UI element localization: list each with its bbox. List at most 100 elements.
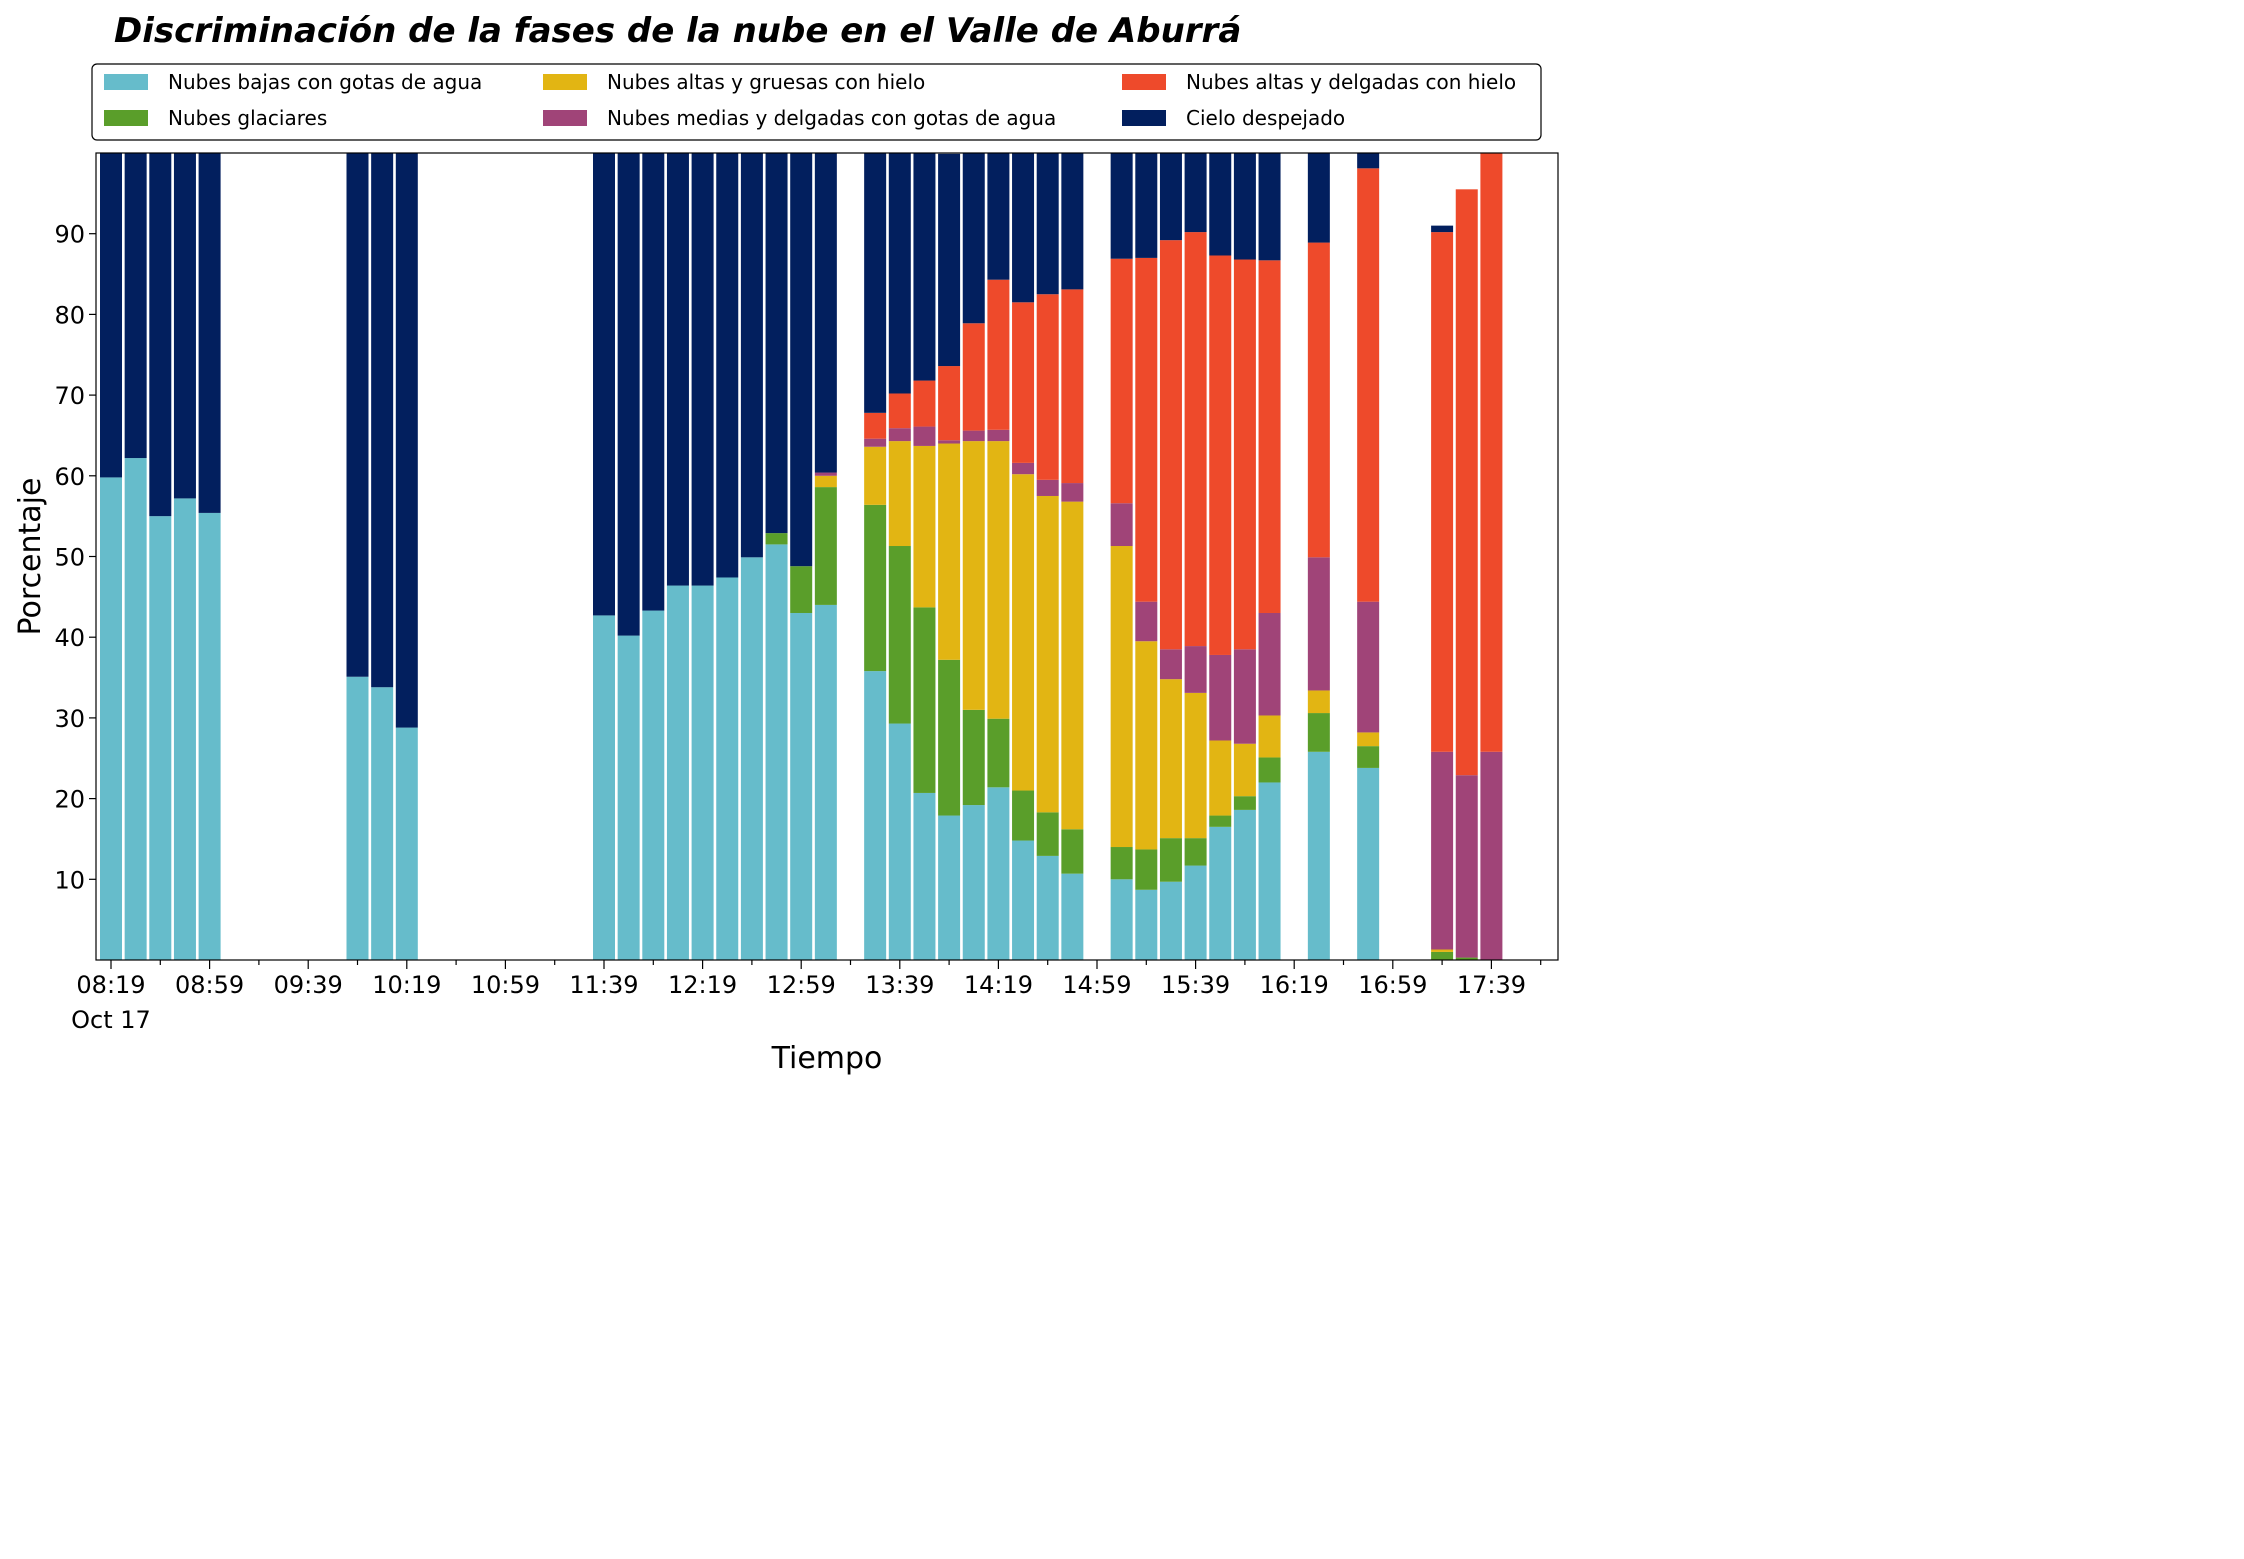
bar-segment-slot47-series1 [1258, 757, 1281, 783]
bar-segment-slot33-series4 [913, 380, 936, 427]
bar-segment-slot1-series0 [124, 458, 147, 960]
x-tick-label-32: 13:39 [865, 971, 934, 999]
bar-segment-slot33-series2 [913, 445, 936, 608]
bar-segment-slot55-series3 [1455, 775, 1478, 958]
bar-segment-slot47-series3 [1258, 612, 1281, 716]
bar-segment-slot33-series5 [913, 153, 936, 381]
bar-segment-slot46-series5 [1233, 153, 1256, 260]
x-tick-label-12: 10:19 [372, 971, 441, 999]
bar-segment-slot35-series4 [962, 323, 985, 431]
x-tick-label-36: 14:19 [964, 971, 1033, 999]
bar-segment-slot11-series0 [371, 687, 394, 960]
legend-box [91, 63, 1542, 141]
bar-segment-slot41-series1 [1110, 847, 1133, 880]
legend-swatch-2 [543, 74, 587, 90]
legend: Nubes bajas con gotas de agua Nubes glaci… [91, 63, 1542, 141]
bar-segment-slot37-series4 [1012, 302, 1035, 463]
bar-segment-slot54-series2 [1431, 949, 1454, 952]
bar-segment-slot43-series2 [1159, 679, 1182, 839]
bar-segment-slot31-series1 [864, 504, 887, 672]
bar-segment-slot39-series0 [1061, 873, 1084, 960]
bar-segment-slot37-series0 [1012, 840, 1035, 960]
bar-segment-slot47-series2 [1258, 715, 1281, 758]
bar-segment-slot20-series5 [593, 153, 615, 616]
x-tick-label-0: 08:19 [76, 971, 145, 999]
bar-segment-slot0-series5 [100, 153, 122, 478]
bar-segment-slot43-series3 [1159, 649, 1182, 680]
bar-segment-slot33-series1 [913, 607, 936, 793]
x-axis-label: Tiempo [771, 1041, 883, 1076]
bar-segment-slot54-series3 [1431, 751, 1454, 950]
bar-segment-slot42-series5 [1135, 153, 1158, 258]
legend-swatch-5 [1122, 110, 1166, 126]
bar-segment-slot28-series0 [790, 612, 813, 960]
bar-segment-slot4-series5 [198, 153, 221, 513]
bar-segment-slot29-series5 [814, 153, 837, 473]
x-axis: 08:19 Oct 17 08:59 09:39 10:19 10:59 11:39 12:1… [71, 960, 1542, 1034]
legend-label-4: Nubes altas y delgadas con hielo [1186, 70, 1516, 94]
bar-segment-slot26-series0 [740, 557, 763, 960]
y-tick-label-60: 60 [54, 463, 85, 491]
bar-segment-slot25-series0 [716, 577, 739, 960]
bar-segment-slot28-series5 [790, 153, 813, 567]
bar-segment-slot41-series0 [1110, 879, 1133, 960]
bar-segment-slot55-series1 [1455, 957, 1478, 960]
bar-segment-slot43-series4 [1159, 240, 1182, 650]
bar-segment-slot11-series5 [371, 153, 394, 688]
bar-segment-slot37-series3 [1012, 462, 1035, 475]
bar-segment-slot36-series0 [987, 787, 1010, 960]
bar-segment-slot38-series4 [1036, 294, 1059, 480]
legend-label-5: Cielo despejado [1186, 106, 1345, 130]
bar-segment-slot31-series2 [864, 446, 887, 505]
bar-segment-slot28-series1 [790, 566, 813, 613]
bar-segment-slot54-series5 [1431, 225, 1454, 233]
bar-segment-slot46-series2 [1233, 743, 1256, 797]
y-axis: 10 20 30 40 50 60 70 80 90 [54, 221, 96, 894]
bar-segment-slot51-series0 [1357, 767, 1380, 960]
bar-segment-slot37-series2 [1012, 474, 1035, 791]
legend-label-3: Nubes medias y delgadas con gotas de agu… [607, 106, 1056, 130]
bar-segment-slot31-series4 [864, 412, 887, 439]
bar-segment-slot51-series1 [1357, 746, 1380, 768]
bar-segment-slot27-series5 [765, 153, 788, 534]
bar-segment-slot37-series1 [1012, 790, 1035, 841]
bar-segment-slot31-series0 [864, 671, 887, 960]
bar-segment-slot49-series1 [1307, 713, 1330, 752]
bar-segment-slot55-series4 [1455, 189, 1478, 776]
bar-segment-slot36-series4 [987, 279, 1010, 430]
bar-segment-slot44-series4 [1184, 232, 1207, 647]
bar-segment-slot42-series2 [1135, 641, 1158, 850]
bar-segment-slot43-series5 [1159, 153, 1182, 241]
plot-frame [95, 152, 1559, 961]
bar-segment-slot41-series3 [1110, 503, 1133, 547]
bar-segment-slot34-series3 [938, 440, 961, 444]
bar-segment-slot32-series2 [888, 441, 911, 547]
bar-segment-slot45-series2 [1209, 740, 1232, 816]
bar-segment-slot37-series5 [1012, 153, 1035, 303]
bar-segment-slot36-series3 [987, 429, 1010, 442]
bar-segment-slot35-series0 [962, 805, 985, 960]
bar-segment-slot43-series1 [1159, 838, 1182, 882]
bar-segment-slot12-series0 [395, 727, 418, 960]
bar-segment-slot49-series0 [1307, 751, 1330, 960]
bar-segment-slot51-series3 [1357, 601, 1380, 733]
legend-swatch-3 [543, 110, 587, 126]
bar-segment-slot44-series5 [1184, 153, 1207, 233]
bar-segment-slot42-series3 [1135, 601, 1158, 642]
bar-segment-slot32-series0 [888, 723, 911, 960]
bar-segment-slot34-series0 [938, 815, 961, 960]
bar-segment-slot33-series0 [913, 792, 936, 960]
bar-segment-slot38-series3 [1036, 479, 1059, 496]
bar-segment-slot42-series1 [1135, 849, 1158, 890]
bar-segment-slot41-series4 [1110, 258, 1133, 504]
y-tick-label-40: 40 [54, 624, 85, 652]
x-tick-sublabel-0: Oct 17 [71, 1006, 151, 1034]
legend-swatch-4 [1122, 74, 1166, 90]
bar-segment-slot32-series4 [888, 393, 911, 429]
bar-segment-slot46-series0 [1233, 809, 1256, 960]
bar-segment-slot35-series1 [962, 709, 985, 806]
chart-title: Discriminación de la fases de la nube en… [114, 11, 1241, 51]
x-tick-label-4: 08:59 [175, 971, 244, 999]
bar-segment-slot32-series3 [888, 428, 911, 442]
bar-segment-slot41-series2 [1110, 546, 1133, 848]
